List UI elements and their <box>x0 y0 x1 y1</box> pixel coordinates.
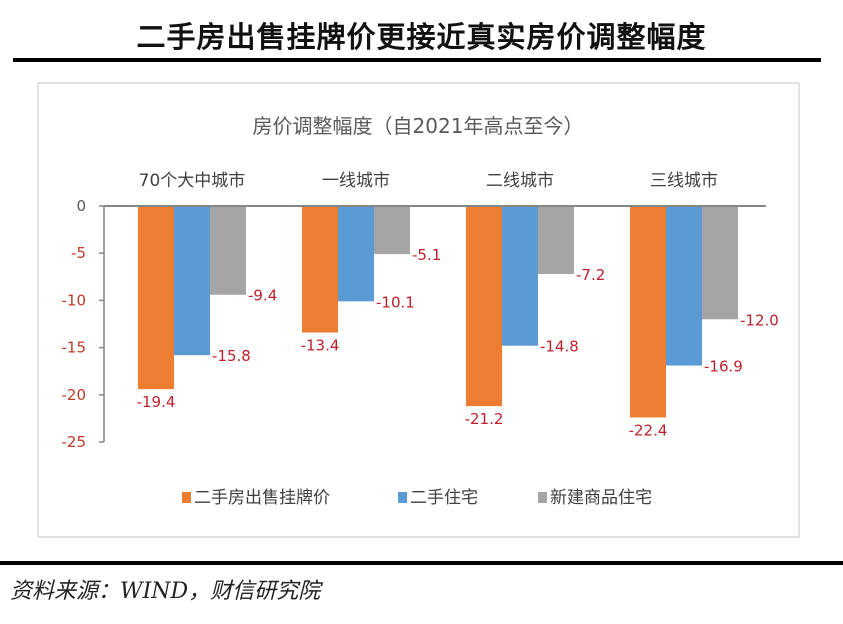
y-tick-label: -15 <box>62 339 87 357</box>
data-label: -21.2 <box>465 410 504 428</box>
category-label: 三线城市 <box>650 171 718 191</box>
legend-label: 二手房出售挂牌价 <box>194 488 330 508</box>
data-label: -9.4 <box>248 287 277 305</box>
bar <box>466 206 502 407</box>
legend-swatch <box>538 492 547 503</box>
legend-swatch <box>398 492 407 503</box>
bar <box>630 206 666 418</box>
source-note: 资料来源：WIND，财信研究院 <box>10 579 321 604</box>
headline: 二手房出售挂牌价更接近真实房价调整幅度 <box>136 20 707 54</box>
category-label: 二线城市 <box>486 171 554 191</box>
data-label: -19.4 <box>137 393 176 411</box>
bar <box>338 206 374 302</box>
bottom-rule <box>0 561 843 565</box>
legend-label: 二手住宅 <box>410 488 478 508</box>
data-label: -14.8 <box>540 338 579 356</box>
chart-title: 房价调整幅度（自2021年高点至今） <box>253 114 584 138</box>
legend-swatch <box>182 492 191 503</box>
bar <box>302 206 338 333</box>
y-tick-label: 0 <box>76 197 86 215</box>
top-rule <box>13 58 821 62</box>
data-label: -16.9 <box>704 358 743 376</box>
bar <box>502 206 538 346</box>
bar <box>210 206 246 295</box>
y-tick-label: -5 <box>71 244 86 262</box>
y-tick-label: -10 <box>62 291 87 309</box>
legend-label: 新建商品住宅 <box>550 488 652 508</box>
y-tick-label: -20 <box>62 386 87 404</box>
data-label: -7.2 <box>576 266 605 284</box>
data-label: -10.1 <box>376 293 415 311</box>
bar <box>174 206 210 356</box>
bar <box>538 206 574 274</box>
data-label: -5.1 <box>412 246 441 264</box>
category-label: 一线城市 <box>322 171 390 191</box>
data-label: -12.0 <box>740 311 779 329</box>
bar <box>374 206 410 255</box>
data-label: -22.4 <box>629 421 668 439</box>
bar <box>702 206 738 320</box>
bar <box>666 206 702 366</box>
category-label: 70个大中城市 <box>139 171 246 191</box>
data-label: -13.4 <box>301 336 340 354</box>
bar <box>138 206 174 390</box>
data-label: -15.8 <box>212 347 251 365</box>
y-tick-label: -25 <box>62 433 87 451</box>
